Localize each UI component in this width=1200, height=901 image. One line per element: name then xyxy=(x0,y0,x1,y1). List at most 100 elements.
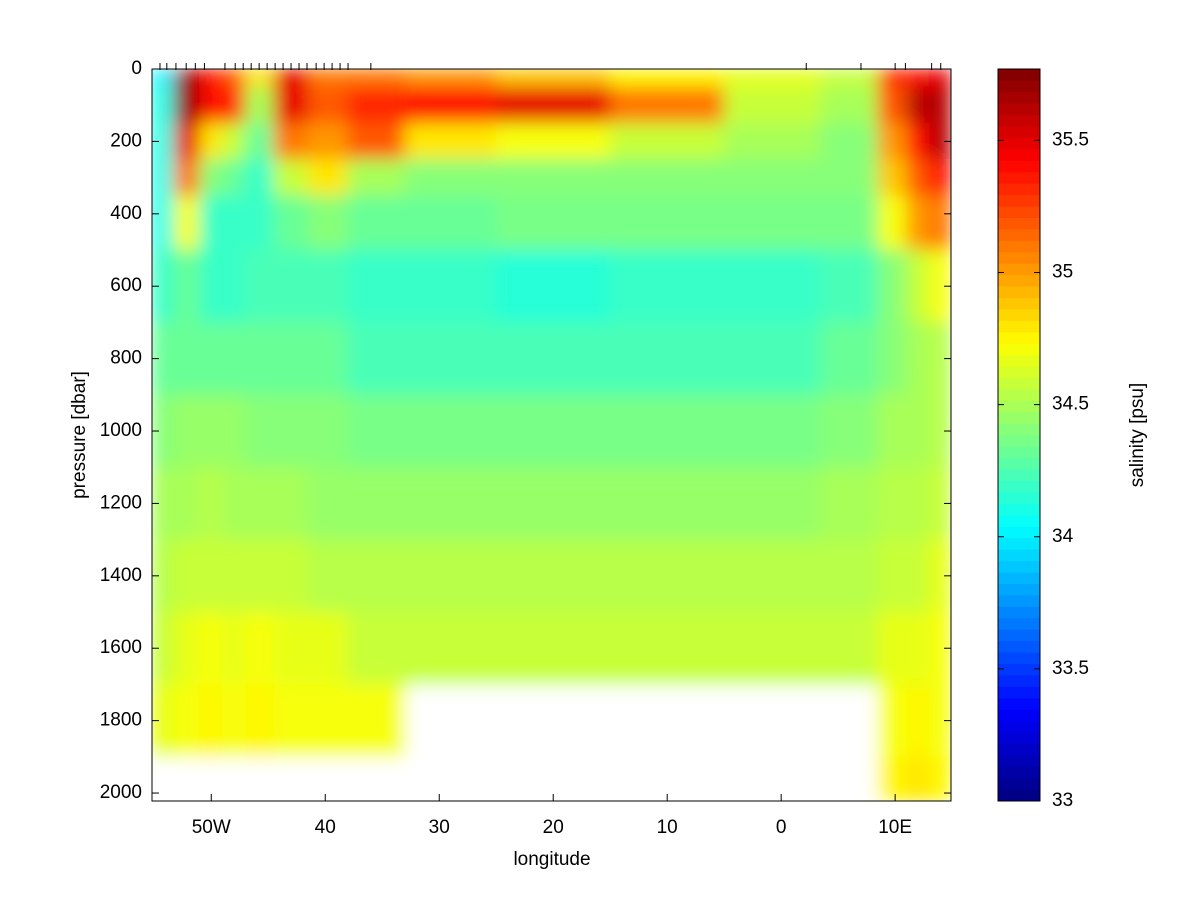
field-cell xyxy=(928,86,951,124)
colorbar-step xyxy=(998,171,1040,184)
field-cell xyxy=(723,611,822,685)
colorbar-step xyxy=(998,240,1040,253)
colorbar-step xyxy=(998,286,1040,299)
field-cell xyxy=(173,683,201,758)
colorbar-step xyxy=(998,571,1040,584)
colorbar-step xyxy=(998,91,1040,104)
field-cell xyxy=(820,69,879,88)
colorbar-step xyxy=(998,697,1040,710)
field-cell xyxy=(244,539,275,613)
colorbar-step xyxy=(998,537,1040,550)
colorbar-step xyxy=(998,297,1040,310)
colorbar-step xyxy=(998,560,1040,573)
y-tick-label: 1800 xyxy=(100,710,142,731)
colorbar-step xyxy=(998,251,1040,264)
field-cell xyxy=(199,122,224,161)
colorbar-step xyxy=(998,194,1040,207)
field-cell xyxy=(404,466,497,541)
field-cell xyxy=(877,122,908,161)
field-cell xyxy=(273,466,309,541)
field-cell xyxy=(199,539,224,613)
colorbar-step xyxy=(998,68,1040,81)
field-cell xyxy=(928,611,951,685)
field-cell xyxy=(723,159,822,197)
field-cell xyxy=(495,249,611,323)
field-cell xyxy=(222,195,246,251)
x-tick-label: 0 xyxy=(776,817,787,838)
field-cell xyxy=(307,195,349,251)
field-cell xyxy=(928,466,951,541)
y-tick-label: 0 xyxy=(131,58,142,79)
field-cell xyxy=(495,195,611,251)
colorbar-step xyxy=(998,160,1040,173)
field-cell xyxy=(347,69,406,88)
colorbar-step xyxy=(998,469,1040,482)
field-cell xyxy=(273,611,309,685)
y-tick-label: 400 xyxy=(110,203,142,224)
field-cell xyxy=(877,69,908,88)
field-cell xyxy=(152,159,175,197)
field-cell xyxy=(820,611,879,685)
y-tick-label: 200 xyxy=(110,130,142,151)
field-cell xyxy=(244,195,275,251)
colorbar-label: salinity [psu] xyxy=(1127,383,1148,488)
x-tick-label: 50W xyxy=(192,817,231,838)
field-cell xyxy=(244,86,275,124)
field-cell xyxy=(723,122,822,161)
field-cell xyxy=(199,69,224,88)
colorbar-step xyxy=(998,480,1040,493)
field-cell xyxy=(609,466,725,541)
field-cell xyxy=(273,321,309,396)
field-cell xyxy=(199,86,224,124)
field-cell xyxy=(347,321,406,396)
field-cell xyxy=(723,466,822,541)
colorbar-step xyxy=(998,148,1040,161)
field-cell xyxy=(244,321,275,396)
colorbar-step xyxy=(998,457,1040,470)
colorbar-step xyxy=(998,331,1040,344)
colorbar-step xyxy=(998,652,1040,665)
field-cell xyxy=(222,611,246,685)
field-cell xyxy=(173,86,201,124)
field-cell xyxy=(404,195,497,251)
colorbar-tick-label: 33 xyxy=(1052,790,1073,811)
colorbar-tick-label: 35.5 xyxy=(1052,129,1089,150)
field-cell xyxy=(877,756,908,801)
field-cell xyxy=(928,539,951,613)
field-cell xyxy=(307,321,349,396)
field-cell xyxy=(199,249,224,323)
field-cell xyxy=(244,394,275,468)
field-cell xyxy=(222,683,246,758)
field-cell xyxy=(347,195,406,251)
field-cell xyxy=(906,122,930,161)
colorbar-step xyxy=(998,125,1040,138)
field-cell xyxy=(199,195,224,251)
field-cell xyxy=(609,539,725,613)
field-cell xyxy=(877,539,908,613)
field-cell xyxy=(307,539,349,613)
field-cell xyxy=(495,86,611,124)
field-cell xyxy=(152,394,175,468)
field-cell xyxy=(723,539,822,613)
colorbar-step xyxy=(998,366,1040,379)
field-cell xyxy=(173,122,201,161)
field-cell xyxy=(244,159,275,197)
field-cell xyxy=(273,86,309,124)
field-cell xyxy=(222,321,246,396)
field-cell xyxy=(928,756,951,801)
field-cell xyxy=(928,159,951,197)
field-cell xyxy=(347,122,406,161)
field-cell xyxy=(928,394,951,468)
field xyxy=(152,69,951,801)
x-tick-label: 20 xyxy=(543,817,564,838)
colorbar-step xyxy=(998,583,1040,596)
colorbar-step xyxy=(998,606,1040,619)
field-cell xyxy=(347,539,406,613)
field-cell xyxy=(609,195,725,251)
field-cell xyxy=(906,683,930,758)
colorbar-step xyxy=(998,114,1040,127)
field-cell xyxy=(273,539,309,613)
field-cell xyxy=(609,611,725,685)
colorbar-step xyxy=(998,549,1040,562)
field-cell xyxy=(723,249,822,323)
